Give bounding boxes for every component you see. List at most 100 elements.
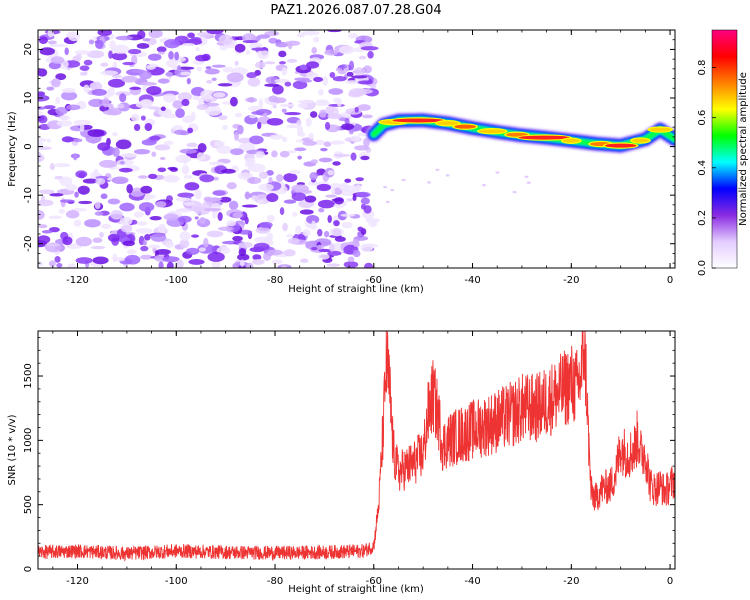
spectrogram-noise-blob — [351, 75, 368, 79]
spectrogram-noise-blob — [229, 96, 238, 107]
spectrogram-noise-blob — [294, 147, 307, 152]
spectrogram-noise-blob — [38, 94, 50, 102]
spectrogram-noise-blob — [149, 135, 161, 141]
figure-title: PAZ1.2026.087.07.28.G04 — [270, 3, 441, 18]
spectrogram-noise-blob — [345, 80, 360, 85]
spectrogram-noise-blob — [186, 142, 198, 148]
spectrogram-noise-blob — [100, 70, 119, 76]
spectrogram-noise-blob — [245, 97, 258, 103]
spectrogram-noise-blob — [241, 204, 258, 208]
spectrogram-y-tick-label: 0 — [23, 143, 34, 149]
spectrogram-noise-blob — [38, 224, 48, 229]
spectrogram-noise-blob — [383, 185, 388, 189]
spectrogram-noise-blob — [99, 159, 117, 168]
spectrogram-noise-blob — [246, 262, 254, 268]
spectrogram-noise-blob — [38, 146, 52, 151]
spectrogram-noise-blob — [213, 92, 226, 98]
spectrogram-noise-blob — [140, 254, 153, 260]
spectrogram-noise-blob — [74, 50, 91, 55]
spectrogram-noise-blob — [77, 185, 90, 195]
spectrogram-noise-blob — [163, 174, 180, 183]
spectrogram-noise-blob — [355, 88, 373, 95]
spectrogram-noise-blob — [219, 45, 228, 51]
spectrogram-noise-blob — [282, 222, 288, 232]
spectrogram-noise-blob — [62, 236, 73, 246]
spectrogram-noise-blob — [262, 112, 268, 118]
spectrogram-noise-blob — [65, 184, 78, 191]
snr-x-tick-label: -60 — [366, 576, 382, 587]
signal-track-core — [649, 127, 672, 132]
spectrogram-noise-blob — [363, 65, 372, 74]
spectrogram-noise-blob — [174, 129, 187, 135]
spectrogram-noise-blob — [272, 97, 287, 104]
spectrogram-noise-blob — [181, 98, 190, 107]
spectrogram-noise-blob — [79, 65, 90, 71]
spectrogram-noise-blob — [119, 216, 133, 226]
spectrogram-noise-blob — [323, 230, 330, 238]
spectrogram-noise-blob — [98, 231, 105, 238]
spectrogram-noise-blob — [325, 106, 335, 115]
spectrogram-noise-blob — [58, 208, 65, 214]
spectrogram-noise-blob — [249, 114, 257, 119]
spectrogram-noise-blob — [481, 184, 486, 187]
spectrogram-noise-blob — [166, 261, 174, 268]
spectrogram-noise-blob — [355, 191, 371, 198]
spectrogram-noise-blob — [87, 129, 105, 137]
spectrogram-noise-blob — [138, 70, 152, 80]
spectrogram-noise-blob — [50, 43, 67, 48]
spectrogram-noise-blob — [349, 135, 361, 142]
spectrogram-noise-blob — [347, 256, 355, 262]
spectrogram-noise-blob — [232, 81, 241, 86]
spectrogram-noise-blob — [263, 252, 272, 261]
spectrogram-noise-blob — [142, 99, 153, 107]
spectrogram-noise-blob — [206, 79, 213, 84]
spectrogram-noise-blob — [83, 84, 90, 93]
spectrogram-noise-blob — [177, 215, 192, 223]
spectrogram-noise-blob — [318, 89, 324, 96]
spectrogram-noise-blob — [115, 139, 132, 150]
spectrogram-noise-blob — [177, 66, 195, 70]
spectrogram-noise-blob — [357, 226, 364, 232]
spectrogram-noise-blob — [286, 58, 298, 63]
spectrogram-noise-blob — [73, 138, 83, 143]
spectrogram-noise-blob — [228, 200, 239, 210]
spectrogram-noise-blob — [401, 178, 406, 182]
spectrogram-noise-blob — [219, 196, 232, 203]
spectrogram-noise-blob — [159, 156, 166, 161]
spectrogram-noise-blob — [142, 38, 151, 42]
spectrogram-noise-blob — [207, 252, 225, 262]
spectrogram-noise-blob — [124, 254, 141, 265]
spectrogram-noise-blob — [319, 109, 327, 118]
spectrogram-noise-blob — [252, 258, 265, 265]
spectrogram-noise-blob — [120, 161, 125, 165]
colorbar-tick-label: 0.2 — [697, 210, 708, 226]
spectrogram-noise-blob — [205, 105, 222, 116]
spectrogram-noise-blob — [317, 228, 323, 237]
spectrogram-noise-blob — [266, 193, 279, 203]
spectrogram-noise-blob — [145, 64, 156, 70]
spectrogram-noise-blob — [255, 226, 271, 234]
spectrogram-noise-blob — [195, 46, 200, 52]
spectrogram-noise-blob — [168, 51, 174, 60]
spectrogram-noise-blob — [163, 140, 174, 146]
spectrogram-noise-blob — [208, 161, 225, 166]
spectrogram-signal-track — [365, 112, 675, 154]
spectrogram-noise-blob — [279, 207, 285, 216]
spectrogram-noise-blob — [90, 245, 106, 250]
spectrogram-noise-blob — [213, 140, 225, 147]
spectrogram-x-tick-label: -40 — [464, 275, 480, 286]
spectrogram-noise-blob — [327, 250, 342, 256]
spectrogram-noise-blob — [338, 64, 347, 69]
spectrogram-noise-blob — [332, 76, 347, 82]
spectrogram-noise-blob — [364, 262, 374, 268]
spectrogram-noise-blob — [212, 190, 226, 196]
spectrogram-noise-blob — [333, 153, 351, 157]
spectrogram-noise-blob — [50, 56, 65, 65]
spectrogram-noise-blob — [222, 125, 228, 131]
spectrogram-x-tick-label: -120 — [66, 275, 89, 286]
spectrogram-noise-blob — [147, 53, 162, 61]
spectrogram-noise-blob — [291, 192, 307, 202]
spectrogram-noise-blob — [524, 175, 529, 178]
spectrogram-noise-blob — [127, 48, 142, 55]
